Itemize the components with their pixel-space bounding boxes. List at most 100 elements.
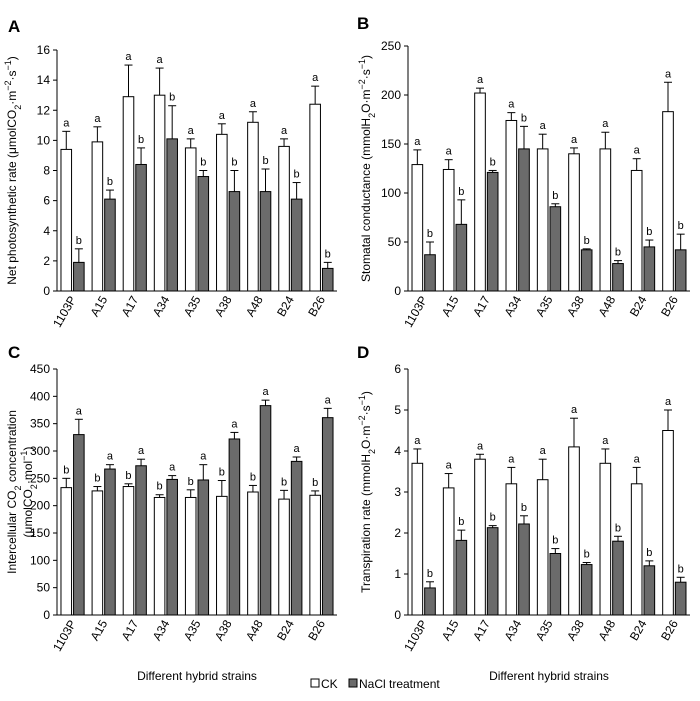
x-tick-label: 1103P	[401, 618, 430, 654]
y-axis-label: Transpiration rate (mmolH2O·m−2·s−1)	[357, 391, 377, 593]
y-tick-label: 50	[388, 235, 402, 249]
bar-ck	[474, 458, 486, 616]
significance-letter: a	[219, 110, 226, 122]
x-tick-label: A15	[87, 293, 110, 319]
significance-letter: b	[63, 464, 69, 476]
chart-panel-c: C 0 50 100 150 200 250 300 350 400 450 Intercellula…	[5, 343, 337, 683]
y-tick-label: 1	[394, 567, 401, 581]
bar-ck	[599, 462, 612, 616]
significance-letter: a	[540, 120, 547, 132]
chart-panel-d: D 0 1 2 3 4 5 6 Transpiration rate (mmolH2O·m−2·…	[357, 343, 690, 683]
bar-ck	[599, 148, 612, 292]
bar-nacl	[166, 478, 178, 616]
bar-ck	[505, 119, 518, 292]
significance-letter: b	[262, 155, 268, 167]
y-tick-label: 0	[43, 608, 50, 622]
x-tick-label: B26	[305, 293, 328, 319]
x-tick-label: B26	[305, 617, 328, 643]
legend-label-ck: CK	[321, 677, 338, 691]
legend-label-nacl: NaCl treatment	[359, 677, 440, 691]
significance-letter: a	[262, 386, 269, 398]
bar-nacl	[674, 581, 687, 616]
bar-ck	[278, 498, 290, 616]
y-tick-label: 200	[381, 88, 401, 102]
significance-letter: a	[138, 445, 145, 457]
bar-ck	[91, 490, 104, 616]
y-tick-label: 0	[394, 284, 401, 298]
x-tick-label: A17	[119, 293, 142, 319]
bar-nacl	[197, 479, 210, 616]
bar-ck	[630, 483, 643, 616]
bar-ck	[60, 148, 73, 292]
bar-nacl	[321, 267, 334, 292]
significance-letter: b	[521, 502, 527, 514]
bar-nacl	[643, 246, 656, 292]
x-axis-label: Different hybrid strains	[137, 669, 257, 683]
legend-swatch-ck	[310, 678, 320, 688]
significance-letter: b	[231, 157, 237, 169]
x-tick-label: B24	[274, 617, 297, 643]
significance-letter: b	[584, 235, 590, 247]
significance-letter: a	[169, 462, 176, 474]
significance-letter: a	[414, 435, 421, 447]
significance-letter: b	[490, 156, 496, 168]
y-tick-label: 400	[30, 389, 50, 403]
x-tick-label: A17	[470, 293, 493, 319]
bar-nacl	[424, 254, 436, 292]
x-tick-label: A48	[243, 293, 266, 319]
y-tick-label: 2	[394, 526, 401, 540]
y-tick-label: 16	[37, 43, 51, 57]
significance-letter: b	[281, 476, 287, 488]
bar-ck	[568, 446, 580, 616]
x-tick-label: A17	[119, 617, 142, 643]
significance-letter: a	[446, 460, 453, 472]
x-tick-label: A38	[212, 293, 235, 319]
bar-ck	[278, 145, 290, 292]
significance-letter: a	[571, 404, 578, 416]
x-tick-label: A48	[595, 617, 618, 643]
significance-letter: a	[477, 440, 484, 452]
bar-nacl	[290, 198, 303, 292]
bar-ck	[505, 483, 518, 616]
y-tick-label: 3	[394, 485, 401, 499]
significance-letter: b	[138, 134, 144, 146]
bar-nacl	[135, 163, 147, 292]
significance-letter: a	[571, 134, 578, 146]
bar-nacl	[674, 249, 687, 292]
chart-panel-b: B 0 50 100 150 200 250 Stomatal conductance (mm…	[357, 14, 690, 330]
y-tick-label: 150	[30, 526, 50, 540]
bar-ck	[536, 148, 549, 292]
significance-letter: b	[250, 471, 256, 483]
x-tick-label: A34	[501, 293, 524, 319]
bar-ck	[442, 168, 455, 292]
bar-nacl	[73, 261, 85, 292]
bar-ck	[662, 430, 674, 616]
significance-letter: a	[508, 453, 515, 465]
bar-nacl	[104, 468, 116, 616]
significance-letter: a	[665, 396, 672, 408]
bar-ck	[662, 111, 674, 292]
panel-label: A	[8, 17, 20, 36]
bar-ck	[630, 169, 643, 292]
y-tick-label: 6	[43, 194, 50, 208]
y-tick-label: 350	[30, 417, 50, 431]
significance-letter: a	[325, 394, 332, 406]
significance-letter: b	[490, 512, 496, 524]
x-tick-label: A34	[150, 617, 173, 643]
y-tick-label: 0	[43, 284, 50, 298]
bar-nacl	[518, 148, 530, 292]
y-tick-label: 100	[381, 186, 401, 200]
x-axis-label: Different hybrid strains	[489, 669, 609, 683]
significance-letter: b	[615, 522, 621, 534]
bar-nacl	[612, 540, 624, 616]
significance-letter: a	[665, 68, 672, 80]
y-tick-label: 0	[394, 608, 401, 622]
bar-nacl	[73, 434, 85, 616]
bar-ck	[122, 96, 135, 292]
y-tick-label: 300	[30, 444, 50, 458]
x-tick-label: B24	[627, 617, 650, 643]
significance-letter: b	[678, 220, 684, 232]
y-tick-label: 12	[37, 103, 51, 117]
y-tick-label: 4	[43, 224, 50, 238]
x-tick-label: A35	[181, 617, 204, 643]
